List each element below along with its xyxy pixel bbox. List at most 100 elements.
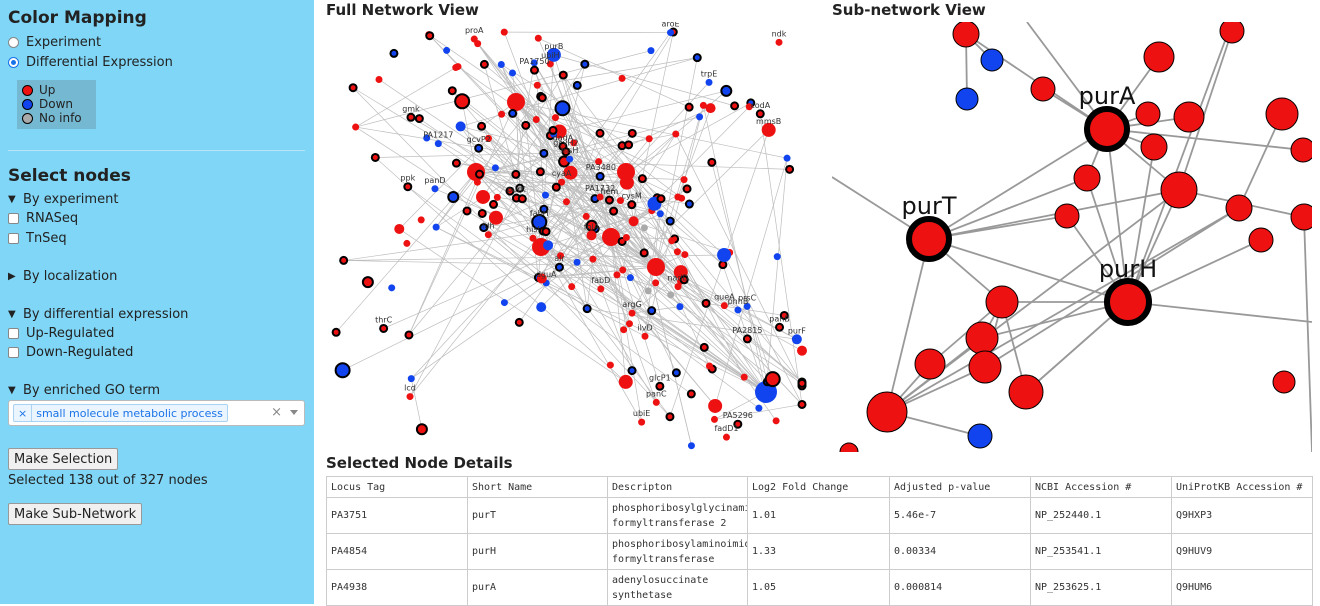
column-header[interactable]: UniProtKB Accession # <box>1172 477 1313 498</box>
network-node[interactable] <box>568 283 575 290</box>
network-node[interactable] <box>479 210 486 217</box>
network-node[interactable] <box>597 130 604 137</box>
network-node[interactable] <box>529 235 536 242</box>
radio-icon[interactable] <box>8 37 19 48</box>
subnetwork-node[interactable] <box>986 286 1018 318</box>
subnetwork-node[interactable] <box>1249 228 1273 252</box>
by-go-term-toggle[interactable]: ▼ By enriched GO term <box>8 383 160 398</box>
network-node[interactable] <box>607 362 614 369</box>
subnetwork-node[interactable] <box>966 322 998 354</box>
highlighted-node[interactable] <box>1107 281 1149 323</box>
network-node[interactable] <box>501 29 508 36</box>
network-node[interactable] <box>512 171 519 178</box>
network-node[interactable] <box>380 325 387 332</box>
checkbox-icon[interactable] <box>8 328 19 339</box>
network-node[interactable] <box>645 287 652 294</box>
network-node[interactable] <box>350 84 357 91</box>
network-node[interactable] <box>619 375 633 389</box>
network-node[interactable] <box>485 231 492 238</box>
subnetwork-node[interactable] <box>1141 134 1167 160</box>
network-node[interactable] <box>574 259 581 266</box>
network-node[interactable] <box>774 253 781 260</box>
subnetwork-node[interactable] <box>1074 165 1100 191</box>
network-node[interactable] <box>408 375 415 382</box>
network-node[interactable] <box>647 47 654 54</box>
network-node[interactable] <box>648 307 655 314</box>
network-node[interactable] <box>443 47 450 54</box>
network-node[interactable] <box>581 61 588 68</box>
network-node[interactable] <box>629 310 636 317</box>
column-header[interactable]: NCBI Accession # <box>1031 477 1172 498</box>
network-node[interactable] <box>476 171 483 178</box>
network-node[interactable] <box>407 114 414 121</box>
network-node[interactable] <box>363 277 373 287</box>
network-node[interactable] <box>478 123 485 130</box>
by-diff-expression-toggle[interactable]: ▼ By differential expression <box>8 307 188 322</box>
network-node[interactable] <box>540 150 547 157</box>
highlighted-node[interactable] <box>1087 109 1127 149</box>
network-node[interactable] <box>673 369 680 376</box>
network-node[interactable] <box>394 224 404 234</box>
rnaseq-checkbox[interactable]: RNASeq <box>8 211 78 226</box>
network-node[interactable] <box>433 224 440 231</box>
go-term-select[interactable]: × small molecule metabolic process × <box>8 400 305 426</box>
network-hub-node[interactable] <box>602 228 620 246</box>
network-node[interactable] <box>403 240 410 247</box>
subnetwork-node[interactable] <box>1161 172 1197 208</box>
network-node[interactable] <box>657 210 664 217</box>
network-node[interactable] <box>372 154 379 161</box>
subnetwork-node[interactable] <box>1273 371 1295 393</box>
table-row[interactable]: PA4854 purH phosphoribosylaminoimidazole… <box>327 534 1313 570</box>
network-node[interactable] <box>619 75 626 82</box>
network-node[interactable] <box>623 234 630 241</box>
network-node[interactable] <box>627 274 634 281</box>
subnetwork-node[interactable] <box>956 88 978 110</box>
network-node[interactable] <box>744 335 751 342</box>
column-header[interactable]: Descripton <box>608 477 748 498</box>
network-node[interactable] <box>626 320 633 327</box>
column-header[interactable]: Locus Tag <box>327 477 468 498</box>
network-node[interactable] <box>641 249 648 256</box>
subnetwork-node[interactable] <box>1266 98 1298 130</box>
subnetwork-node[interactable] <box>1174 102 1204 132</box>
network-node[interactable] <box>555 101 569 115</box>
network-node[interactable] <box>667 29 674 36</box>
network-node[interactable] <box>688 390 695 397</box>
network-node[interactable] <box>553 184 560 191</box>
checkbox-icon[interactable] <box>8 347 19 358</box>
network-node[interactable] <box>706 79 713 86</box>
subnetwork-node[interactable] <box>1144 42 1174 72</box>
network-node[interactable] <box>667 218 674 225</box>
network-node[interactable] <box>426 32 433 39</box>
network-node[interactable] <box>646 135 653 142</box>
network-node[interactable] <box>668 237 675 244</box>
network-node[interactable] <box>516 319 523 326</box>
network-node[interactable] <box>766 372 780 386</box>
network-node[interactable] <box>629 130 636 137</box>
network-node[interactable] <box>741 374 748 381</box>
highlighted-node[interactable] <box>909 219 949 259</box>
network-node[interactable] <box>563 198 570 205</box>
down-regulated-checkbox[interactable]: Down-Regulated <box>8 345 133 360</box>
subnetwork-node[interactable] <box>915 349 945 379</box>
network-node[interactable] <box>639 175 646 182</box>
network-node[interactable] <box>620 176 634 190</box>
network-node[interactable] <box>542 192 549 199</box>
network-node[interactable] <box>773 417 780 424</box>
network-node[interactable] <box>509 69 516 76</box>
network-node[interactable] <box>416 115 423 122</box>
network-node[interactable] <box>475 145 482 152</box>
subnetwork-node[interactable] <box>1291 138 1312 162</box>
network-node[interactable] <box>388 284 395 291</box>
network-node[interactable] <box>731 102 738 109</box>
network-node[interactable] <box>681 176 688 183</box>
network-node[interactable] <box>492 164 499 171</box>
network-node[interactable] <box>589 256 596 263</box>
network-node[interactable] <box>711 416 718 423</box>
checkbox-icon[interactable] <box>8 233 19 244</box>
network-node[interactable] <box>552 114 559 121</box>
column-header[interactable]: Short Name <box>468 477 608 498</box>
network-node[interactable] <box>620 326 627 333</box>
network-node[interactable] <box>574 82 581 89</box>
